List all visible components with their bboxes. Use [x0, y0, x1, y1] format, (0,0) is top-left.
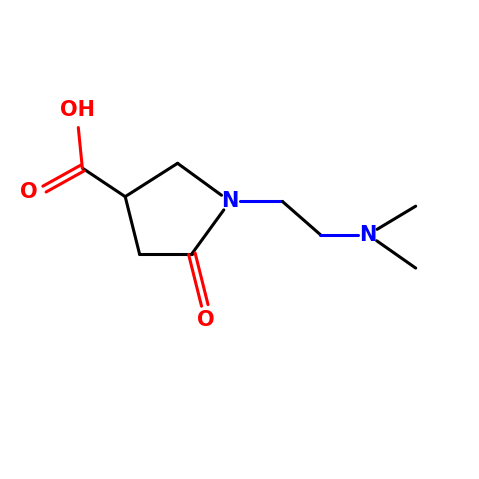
Text: OH: OH [60, 100, 95, 120]
Text: N: N [221, 192, 239, 211]
Text: N: N [359, 225, 377, 245]
Text: O: O [20, 182, 38, 202]
Text: O: O [197, 310, 215, 331]
